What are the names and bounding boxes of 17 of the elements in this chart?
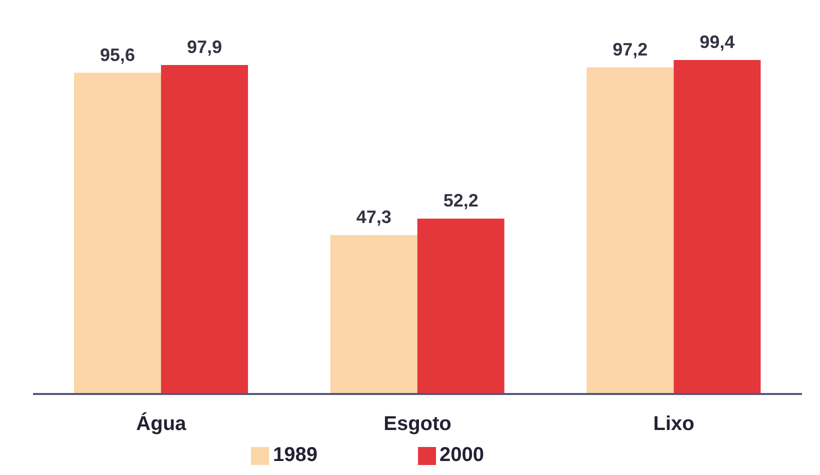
x-tick-label: Água [136, 412, 188, 436]
x-tick-label: Lixo [653, 413, 694, 436]
x-tick-label: Esgoto [384, 413, 452, 436]
legend-label: 2000 [440, 444, 484, 466]
bar [417, 218, 504, 394]
data-label: 47,3 [356, 207, 392, 228]
data-label: 97,9 [186, 37, 222, 58]
data-label: 99,4 [700, 32, 735, 52]
bar [674, 60, 761, 394]
data-label: 95,6 [100, 44, 136, 65]
bar [161, 65, 248, 394]
data-label: 52,2 [443, 190, 478, 211]
bar [330, 235, 418, 394]
legend-label: 1989 [273, 444, 318, 466]
data-label: 97,2 [612, 39, 648, 60]
bar [586, 67, 674, 394]
bar [74, 72, 162, 394]
